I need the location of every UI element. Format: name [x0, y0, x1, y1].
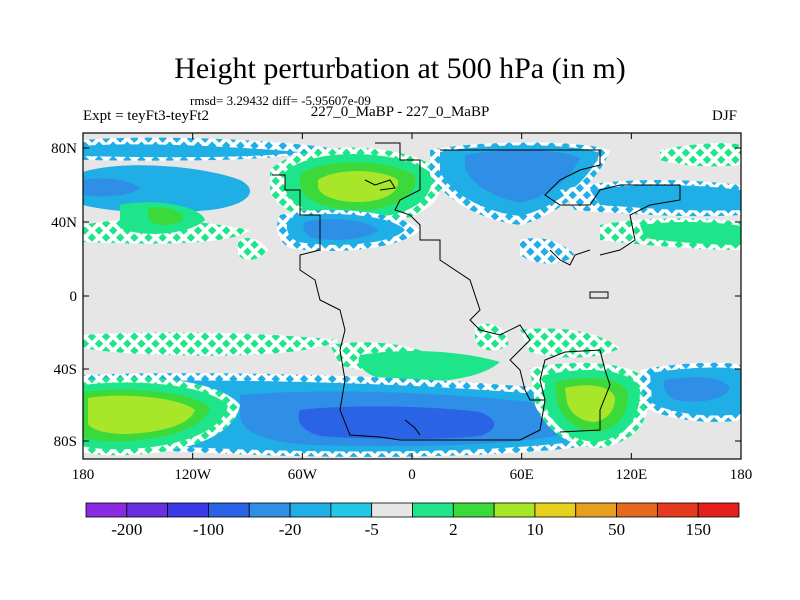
colorbar-box: [289, 502, 332, 518]
colorbar-box: [452, 502, 495, 518]
lat-label: 80S: [54, 434, 77, 450]
contour-region: [238, 238, 268, 260]
contour-region: [465, 150, 580, 203]
colorbar-box: [208, 502, 250, 518]
colorbar-box: [248, 502, 291, 518]
colorbar-label: -200: [111, 520, 142, 539]
lon-label: 60E: [510, 467, 534, 483]
colorbar-label: 50: [608, 520, 625, 539]
contour-region: [520, 238, 575, 264]
lon-label: 120W: [174, 467, 212, 483]
contour-region: [148, 207, 184, 226]
contour-region: [303, 219, 378, 240]
continent-outlines: [272, 142, 681, 441]
map-title: Height perturbation at 500 hPa (in m): [174, 52, 626, 85]
contour-region: [640, 222, 741, 245]
contour-region: [358, 350, 500, 382]
colorbar-label: 10: [526, 520, 543, 539]
colorbar-box: [412, 502, 454, 518]
contour-region: [565, 385, 615, 422]
contour-region: [590, 185, 741, 211]
contour-region: [660, 143, 741, 167]
colorbar-box: [697, 502, 740, 518]
lat-label: 40N: [51, 215, 77, 231]
contour-region: [83, 332, 340, 356]
contour-region: [298, 406, 495, 439]
stats-line: rmsd= 3.29432 diff= -5.95607e-09: [190, 93, 371, 108]
colorbar-box: [575, 502, 617, 518]
colorbar-box: [167, 502, 209, 518]
colorbar-label: 150: [685, 520, 711, 539]
contour-region: [663, 377, 730, 402]
lon-label: 0: [408, 467, 416, 483]
colorbar-box: [616, 502, 658, 518]
lon-label: 180: [72, 467, 95, 483]
experiment-label: Expt = teyFt3-teyFt2: [83, 108, 209, 124]
contour-region: [88, 395, 195, 434]
colorbar-label: -5: [365, 520, 379, 539]
colorbar-box: [126, 502, 169, 518]
season-label: DJF: [712, 108, 738, 124]
contour-region: [83, 178, 140, 197]
colorbar-box: [493, 502, 536, 518]
contour-region: [83, 144, 300, 158]
contour-region: [83, 165, 250, 213]
case-label: 227_0_MaBP - 227_0_MaBP: [310, 104, 490, 120]
colorbar: -200 -100 -20 -5 2 10 50 150: [85, 502, 740, 539]
colorbar-box: [656, 502, 699, 518]
lon-label: 60W: [288, 467, 318, 483]
colorbar-label: -20: [279, 520, 302, 539]
lon-label: 120E: [615, 467, 647, 483]
contour-fields: [83, 137, 741, 457]
colorbar-box: [330, 502, 373, 518]
lat-label: 0: [70, 289, 78, 305]
contour-region: [318, 171, 399, 202]
colorbar-label: 2: [449, 520, 458, 539]
colorbar-box: [371, 502, 413, 518]
lat-label: 80N: [51, 141, 77, 157]
lat-label: 40S: [54, 362, 77, 378]
colorbar-box: [534, 502, 577, 518]
colorbar-box: [85, 502, 128, 518]
colorbar-label: -100: [193, 520, 224, 539]
lon-label: 180: [730, 467, 753, 483]
axis-ticks: 180 120W 60W 0 60E 120E 180 80N 40N 0 40S 80S: [51, 133, 752, 483]
